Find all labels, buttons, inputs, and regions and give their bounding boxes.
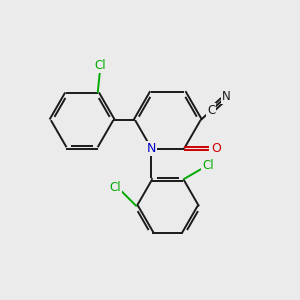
Text: Cl: Cl	[94, 59, 106, 72]
Text: O: O	[211, 142, 221, 155]
Text: Cl: Cl	[110, 181, 121, 194]
Text: Cl: Cl	[202, 159, 214, 172]
Text: N: N	[222, 90, 231, 103]
Text: C: C	[207, 104, 215, 117]
Text: N: N	[147, 142, 156, 155]
